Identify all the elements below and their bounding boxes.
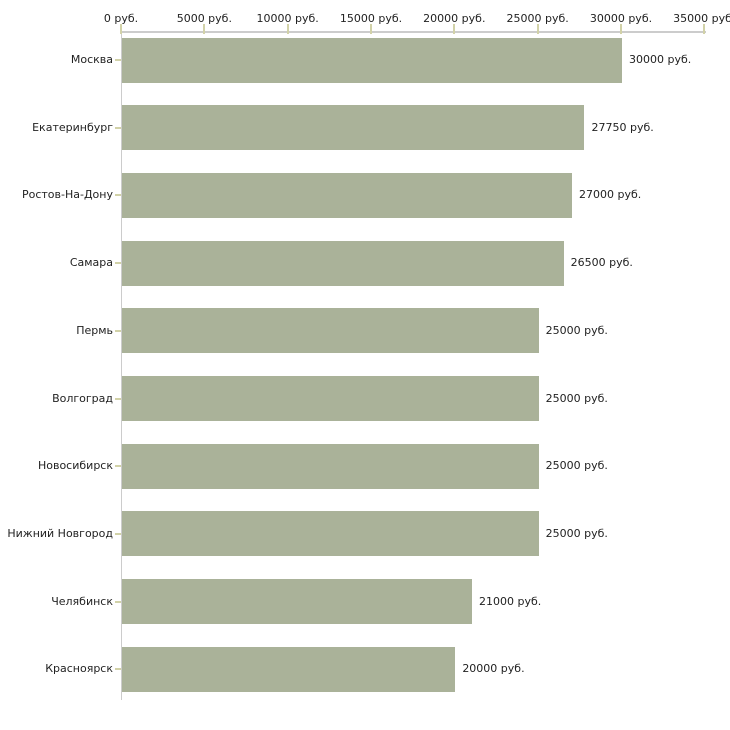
bar <box>122 240 564 286</box>
category-label: Красноярск <box>45 662 113 676</box>
bar <box>122 105 585 151</box>
x-tick-mark <box>453 24 456 34</box>
y-axis-line <box>121 31 122 700</box>
y-tick-mark <box>115 194 121 197</box>
y-tick-mark <box>115 126 121 129</box>
value-label: 25000 руб. <box>545 391 608 405</box>
bar <box>122 37 622 83</box>
value-label: 27000 руб. <box>578 188 642 202</box>
category-label: Нижний Новгород <box>7 526 113 540</box>
value-label: 30000 руб. <box>628 53 692 66</box>
bar <box>122 172 572 218</box>
x-tick-label: 10000 руб. <box>256 12 319 25</box>
y-tick-mark <box>115 668 121 671</box>
category-label: Пермь <box>76 323 113 337</box>
x-tick-label: 25000 руб. <box>506 12 569 25</box>
x-tick-label: 20000 руб. <box>423 12 486 25</box>
x-tick-mark <box>619 24 622 34</box>
bar <box>122 646 456 692</box>
x-tick-mark <box>203 24 206 34</box>
category-label: Москва <box>70 53 113 66</box>
x-tick-label: 15000 руб. <box>339 12 403 25</box>
bar <box>122 443 539 489</box>
y-tick-mark <box>115 397 121 400</box>
category-label: Волгоград <box>52 391 113 405</box>
category-label: Ростов-На-Дону <box>21 188 113 202</box>
bar <box>122 376 539 421</box>
x-tick-mark <box>120 24 122 34</box>
y-tick-mark <box>115 465 121 468</box>
value-label: 21000 руб. <box>478 594 542 608</box>
y-tick-mark <box>115 329 121 332</box>
value-label: 25000 руб. <box>545 459 608 473</box>
value-label: 25000 руб. <box>545 526 608 540</box>
y-tick-mark <box>115 59 121 61</box>
x-tick-label: 35000 руб. <box>673 12 730 25</box>
value-label: 26500 руб. <box>570 256 633 270</box>
y-tick-mark <box>115 532 121 535</box>
value-label: 20000 руб. <box>462 662 525 676</box>
value-label: 27750 руб. <box>591 120 654 134</box>
bar <box>122 511 539 557</box>
x-tick-label: 5000 руб. <box>176 12 232 25</box>
x-tick-mark <box>286 24 289 34</box>
bar <box>122 308 539 354</box>
x-tick-label: 30000 руб. <box>589 12 653 25</box>
value-label: 25000 руб. <box>545 323 608 337</box>
x-tick-mark <box>369 24 372 34</box>
x-tick-mark <box>703 24 706 34</box>
x-tick-mark <box>536 24 539 34</box>
category-label: Екатеринбург <box>32 120 113 134</box>
bar <box>122 579 472 625</box>
y-tick-mark <box>115 600 121 603</box>
y-tick-mark <box>115 262 121 265</box>
category-label: Самара <box>69 256 113 270</box>
x-tick-label: 0 руб. <box>103 12 139 25</box>
x-axis-line <box>121 31 707 33</box>
category-label: Новосибирск <box>37 459 113 473</box>
category-label: Челябинск <box>51 594 113 608</box>
